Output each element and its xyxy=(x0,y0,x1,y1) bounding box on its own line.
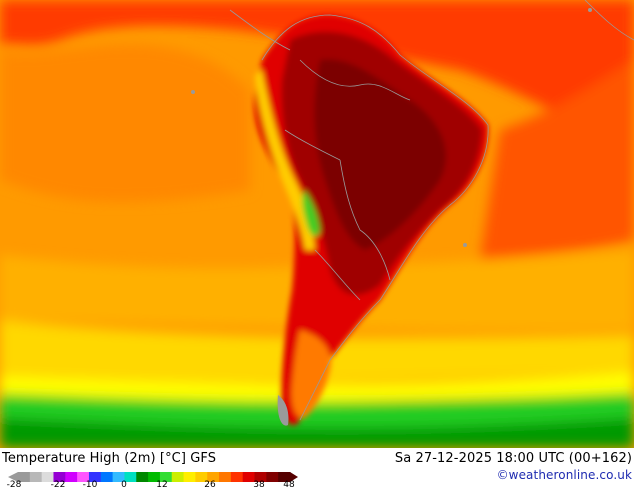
legend-swatch xyxy=(29,472,43,482)
legend-swatch xyxy=(278,472,291,482)
legend-swatch xyxy=(77,472,90,482)
legend-swatch xyxy=(148,472,161,482)
legend-swatch xyxy=(230,472,244,482)
legend-labels: -28 -22 -10 0 12 26 38 48 xyxy=(0,481,310,491)
map-canvas xyxy=(0,0,634,448)
legend-swatch xyxy=(100,472,114,482)
legend-tick: 48 xyxy=(283,480,295,490)
legend-tick: -22 xyxy=(50,480,66,490)
legend-swatch xyxy=(124,472,137,482)
legend-tick: 38 xyxy=(253,480,265,490)
legend-swatch xyxy=(207,472,220,482)
legend-swatch xyxy=(159,472,173,482)
legend-swatch xyxy=(219,472,232,482)
band-hot-north xyxy=(0,0,634,140)
legend-swatch xyxy=(183,472,196,482)
legend-swatch xyxy=(266,472,279,482)
legend-swatch xyxy=(242,472,256,482)
continent-extreme xyxy=(314,59,446,251)
band-very-cold xyxy=(0,418,634,448)
legend-swatch xyxy=(53,472,66,482)
legend-swatch xyxy=(195,472,208,482)
color-legend xyxy=(8,472,298,482)
legend-swatch xyxy=(171,472,185,482)
legend-swatch xyxy=(136,472,149,482)
footer: Temperature High (2m) [°C] GFS Sa 27-12-… xyxy=(0,448,634,490)
legend-tick: -28 xyxy=(6,480,22,490)
patagonia-warm xyxy=(291,330,331,419)
legend-tick: 26 xyxy=(204,480,216,490)
legend-swatch xyxy=(112,472,125,482)
temperature-bands xyxy=(0,0,634,448)
legend-swatches xyxy=(8,472,298,482)
temperature-map xyxy=(0,0,634,448)
legend-swatch xyxy=(18,472,31,482)
band-warm-west xyxy=(0,44,250,202)
islands xyxy=(191,8,592,426)
legend-swatch xyxy=(65,472,78,482)
country-borders xyxy=(229,0,634,421)
legend-arrow-right xyxy=(290,472,298,482)
legend-tick: 12 xyxy=(156,480,168,490)
legend-swatch xyxy=(88,472,102,482)
legend-swatch xyxy=(254,472,267,482)
map-title: Temperature High (2m) [°C] GFS xyxy=(2,451,217,466)
andes-cold-patch xyxy=(302,190,320,237)
band-hot-east xyxy=(480,60,634,260)
valid-time: Sa 27-12-2025 18:00 UTC (00+162) xyxy=(394,451,632,466)
legend-arrow-left xyxy=(8,472,18,482)
legend-swatch xyxy=(41,472,54,482)
credit-link[interactable]: ©weatheronline.co.uk xyxy=(496,468,632,482)
legend-tick: 0 xyxy=(121,480,127,490)
continent-heat xyxy=(254,15,489,426)
andes-strip xyxy=(255,70,315,250)
legend-tick: -10 xyxy=(82,480,98,490)
